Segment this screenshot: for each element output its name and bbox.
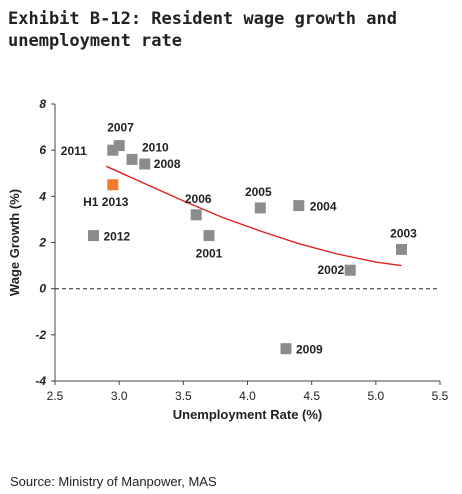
x-tick-label: 2.5 bbox=[47, 389, 64, 403]
data-point-2005 bbox=[254, 202, 266, 214]
data-point-h1-2013 bbox=[107, 179, 119, 191]
data-point-2010 bbox=[126, 153, 138, 165]
data-point-2011 bbox=[107, 144, 119, 156]
data-label-2012: 2012 bbox=[104, 230, 131, 244]
x-tick-label: 5.5 bbox=[432, 389, 449, 403]
data-label-2002: 2002 bbox=[317, 263, 344, 277]
exhibit-title: Exhibit B-12: Resident wage growth and u… bbox=[8, 9, 397, 51]
x-axis-title: Unemployment Rate (%) bbox=[173, 407, 323, 422]
y-axis-title: Wage Growth (%) bbox=[7, 189, 22, 296]
data-point-2012 bbox=[88, 230, 99, 242]
trend-line bbox=[106, 165, 402, 267]
x-tick-label: 4.5 bbox=[303, 389, 320, 403]
data-point-2007 bbox=[113, 140, 125, 152]
labels-layer: 2011 2007 2010 2008 H1 2013 2012 2006 2001 2005 2… bbox=[61, 121, 417, 357]
data-label-2008: 2008 bbox=[154, 157, 181, 171]
x-tick-label: 5.0 bbox=[367, 389, 384, 403]
data-label-2009: 2009 bbox=[296, 343, 323, 357]
x-tick-label: 3.0 bbox=[111, 389, 128, 403]
y-tick-label: 8 bbox=[39, 97, 46, 111]
data-label-2005: 2005 bbox=[245, 185, 272, 199]
axes-layer: -4 -2 0 2 4 6 8 2.5 3.0 3.5 4.0 4.5 5.0 5.5 bbox=[35, 97, 448, 403]
points-layer bbox=[88, 140, 407, 355]
data-label-2001: 2001 bbox=[196, 247, 223, 261]
y-tick-label: 6 bbox=[39, 143, 46, 157]
x-tick-label: 4.0 bbox=[239, 389, 256, 403]
data-point-2006 bbox=[190, 209, 202, 221]
y-tick-label: 4 bbox=[38, 189, 46, 203]
data-label-2011: 2011 bbox=[61, 144, 87, 158]
source-note: Source: Ministry of Manpower, MAS bbox=[10, 474, 217, 489]
data-point-2003 bbox=[396, 243, 407, 255]
data-point-2008 bbox=[139, 158, 151, 170]
data-label-2006: 2006 bbox=[185, 192, 212, 206]
data-label-2004: 2004 bbox=[310, 200, 337, 214]
y-tick-label: -4 bbox=[35, 374, 46, 388]
data-label-2003: 2003 bbox=[390, 226, 417, 240]
data-point-2004 bbox=[293, 200, 305, 212]
data-point-2002 bbox=[344, 264, 356, 276]
y-tick-label: 2 bbox=[38, 236, 46, 250]
data-point-2009 bbox=[280, 343, 292, 355]
trend-layer bbox=[106, 165, 402, 267]
x-tick-label: 3.5 bbox=[175, 389, 192, 403]
data-label-2010: 2010 bbox=[142, 140, 169, 154]
data-label-2007: 2007 bbox=[107, 121, 134, 135]
data-point-2001 bbox=[203, 230, 215, 242]
y-tick-label: 0 bbox=[39, 282, 46, 296]
y-tick-label: -2 bbox=[35, 328, 46, 342]
data-label-h1-2013: H1 2013 bbox=[83, 195, 129, 209]
